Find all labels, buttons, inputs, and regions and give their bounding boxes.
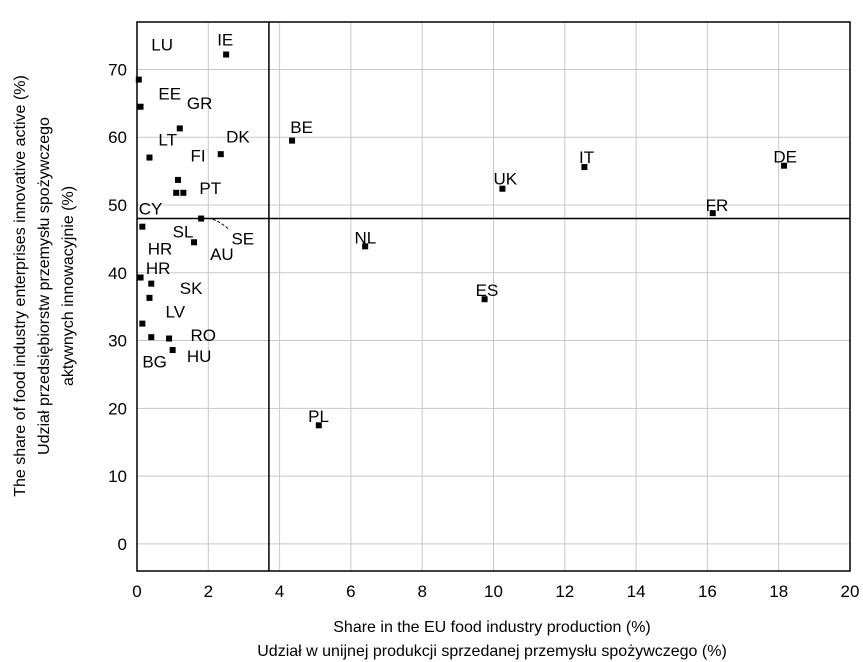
data-point <box>481 296 488 303</box>
data-points <box>135 51 788 429</box>
point-label: SE <box>231 229 254 248</box>
data-point <box>362 243 369 250</box>
point-label: PL <box>308 407 329 426</box>
y-tick-label: 10 <box>108 467 127 486</box>
data-point <box>198 215 205 222</box>
reference-lines <box>137 22 850 571</box>
point-label: DK <box>226 128 250 147</box>
x-axis-label-1: Share in the EU food industry production… <box>333 619 651 636</box>
data-point <box>135 76 142 83</box>
point-label: LU <box>151 35 173 54</box>
point-label: CY <box>139 199 163 218</box>
data-point <box>191 239 198 246</box>
point-label: BG <box>142 353 167 372</box>
y-axis-label-3: aktywnych innowacyjnie (%) <box>60 186 77 386</box>
x-tick-label: 14 <box>627 582 646 601</box>
data-point <box>146 154 153 161</box>
point-label: EE <box>158 84 181 103</box>
y-tick-label: 50 <box>108 196 127 215</box>
point-label: IE <box>217 31 233 50</box>
x-tick-label: 0 <box>132 582 141 601</box>
point-label: RO <box>190 326 216 345</box>
point-label: SL <box>173 223 194 242</box>
point-label: GR <box>187 94 213 113</box>
data-point <box>180 189 187 196</box>
data-point <box>315 422 322 429</box>
data-point <box>148 280 155 287</box>
point-label: ES <box>476 281 499 300</box>
x-tick-label: 20 <box>841 582 860 601</box>
point-label: FI <box>190 147 205 166</box>
data-point <box>169 347 176 354</box>
data-point <box>176 125 183 132</box>
se-leader-line <box>202 217 231 231</box>
data-point <box>217 151 224 158</box>
axis-ticks: 0 2 4 6 8 10 12 14 16 18 20 0 10 20 30 40 50 60 70 <box>108 60 859 601</box>
data-point <box>174 176 181 183</box>
data-point <box>709 210 716 217</box>
data-point <box>223 51 230 58</box>
y-tick-label: 40 <box>108 264 127 283</box>
x-tick-label: 10 <box>484 582 503 601</box>
x-tick-label: 8 <box>417 582 426 601</box>
data-point <box>148 334 155 341</box>
point-label: PT <box>199 179 221 198</box>
x-tick-label: 4 <box>275 582 284 601</box>
point-label: AU <box>210 245 234 264</box>
x-tick-label: 6 <box>346 582 355 601</box>
y-tick-label: 0 <box>118 535 127 554</box>
point-label: IT <box>579 148 594 167</box>
point-label: NL <box>354 229 376 248</box>
y-tick-label: 30 <box>108 332 127 351</box>
data-point <box>499 185 506 192</box>
point-label: LV <box>166 303 186 322</box>
point-label: HR <box>148 239 173 258</box>
x-tick-label: 16 <box>698 582 717 601</box>
data-point <box>581 164 588 171</box>
point-label: SK <box>180 279 203 298</box>
y-axis-label-2: Udział przedsiębiorstw przemysłu spożywc… <box>36 117 53 455</box>
y-tick-label: 70 <box>108 60 127 79</box>
data-point <box>781 162 788 169</box>
point-label: UK <box>494 170 518 189</box>
x-tick-label: 18 <box>769 582 788 601</box>
point-label: LT <box>158 130 177 149</box>
y-axis-label-1: The share of food industry enterprises i… <box>12 75 29 497</box>
data-point <box>289 137 296 144</box>
point-label: FR <box>706 196 729 215</box>
point-label: HR <box>146 259 171 278</box>
data-point <box>137 103 144 110</box>
x-tick-label: 12 <box>555 582 574 601</box>
data-point <box>139 320 146 327</box>
y-tick-label: 20 <box>108 399 127 418</box>
point-label: BE <box>290 118 313 137</box>
data-point <box>173 189 180 196</box>
data-point <box>146 294 153 301</box>
data-point <box>166 335 173 342</box>
x-axis-label-2: Udział w unijnej produkcji sprzedanej pr… <box>257 643 727 660</box>
data-point <box>139 223 146 230</box>
x-tick-label: 2 <box>204 582 213 601</box>
y-tick-label: 60 <box>108 128 127 147</box>
data-point <box>137 274 144 281</box>
plot-frame <box>136 21 851 572</box>
point-label: HU <box>187 347 212 366</box>
point-label: DE <box>773 147 797 166</box>
